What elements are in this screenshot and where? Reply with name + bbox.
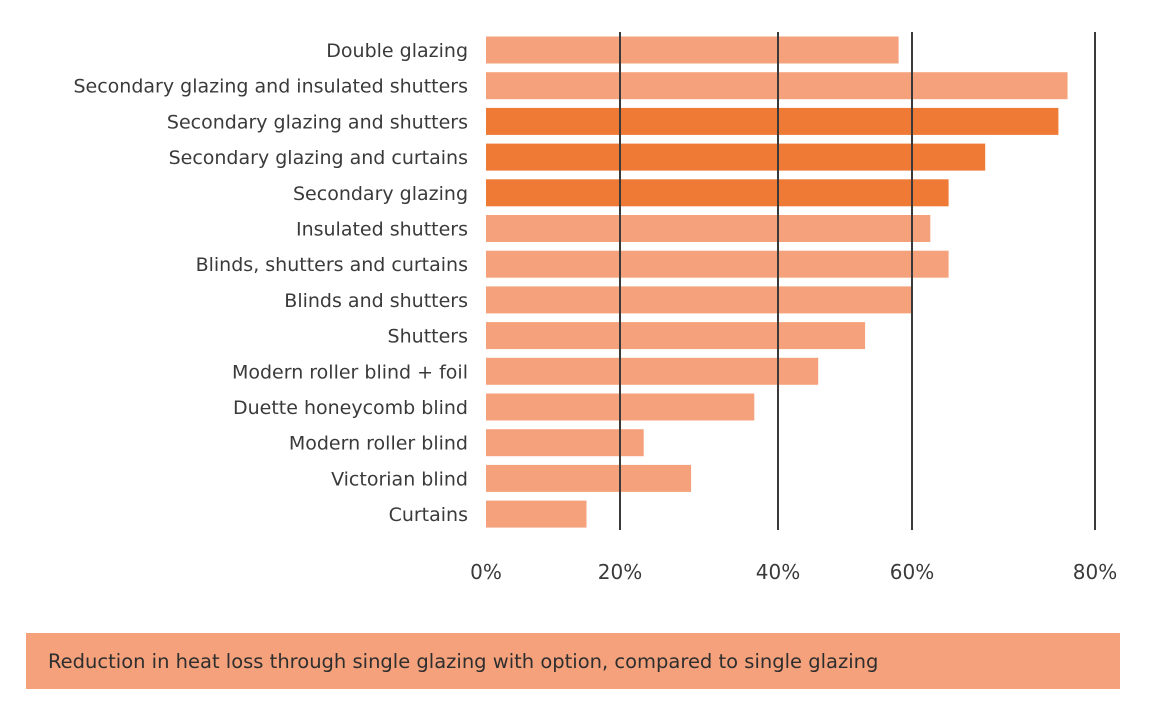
bar: [486, 322, 866, 350]
bar: [486, 286, 912, 314]
bar: [486, 179, 949, 207]
x-axis-caption: Reduction in heat loss through single gl…: [48, 649, 879, 673]
category-label: Duette honeycomb blind: [233, 397, 468, 419]
category-label: Blinds and shutters: [284, 290, 468, 312]
category-label: Modern roller blind + foil: [232, 361, 468, 383]
bars-layer: [486, 36, 1068, 528]
x-tick-label: 0%: [470, 560, 502, 584]
bar: [486, 500, 587, 528]
category-labels: Double glazing Secondary glazing and insu…: [73, 40, 468, 526]
category-label: Secondary glazing and insulated shutters: [73, 76, 468, 98]
category-label: Double glazing: [326, 40, 468, 62]
x-tick-label: 60%: [890, 560, 934, 584]
category-label: Secondary glazing and curtains: [169, 147, 468, 169]
bar: [486, 429, 644, 457]
bar: [486, 357, 819, 385]
bar: [486, 464, 692, 492]
category-label: Secondary glazing and shutters: [167, 111, 468, 133]
category-label: Curtains: [389, 504, 468, 526]
category-label: Blinds, shutters and curtains: [196, 254, 468, 276]
bar: [486, 250, 949, 278]
x-tick-label: 80%: [1073, 560, 1117, 584]
bar: [486, 107, 1059, 135]
x-tick-label: 20%: [598, 560, 642, 584]
category-label: Secondary glazing: [293, 183, 468, 205]
category-label: Victorian blind: [331, 468, 468, 490]
category-label: Modern roller blind: [289, 433, 468, 455]
x-tick-label: 40%: [756, 560, 800, 584]
category-label: Insulated shutters: [296, 219, 468, 241]
category-label: Shutters: [388, 326, 468, 348]
bar: [486, 36, 899, 64]
x-axis-caption-box: Reduction in heat loss through single gl…: [26, 633, 1120, 689]
x-axis-tick-labels: 0% 20% 40% 60% 80%: [470, 560, 1117, 584]
bar: [486, 215, 931, 242]
bar: [486, 143, 986, 171]
gridlines: [619, 32, 1096, 530]
bar: [486, 72, 1068, 100]
